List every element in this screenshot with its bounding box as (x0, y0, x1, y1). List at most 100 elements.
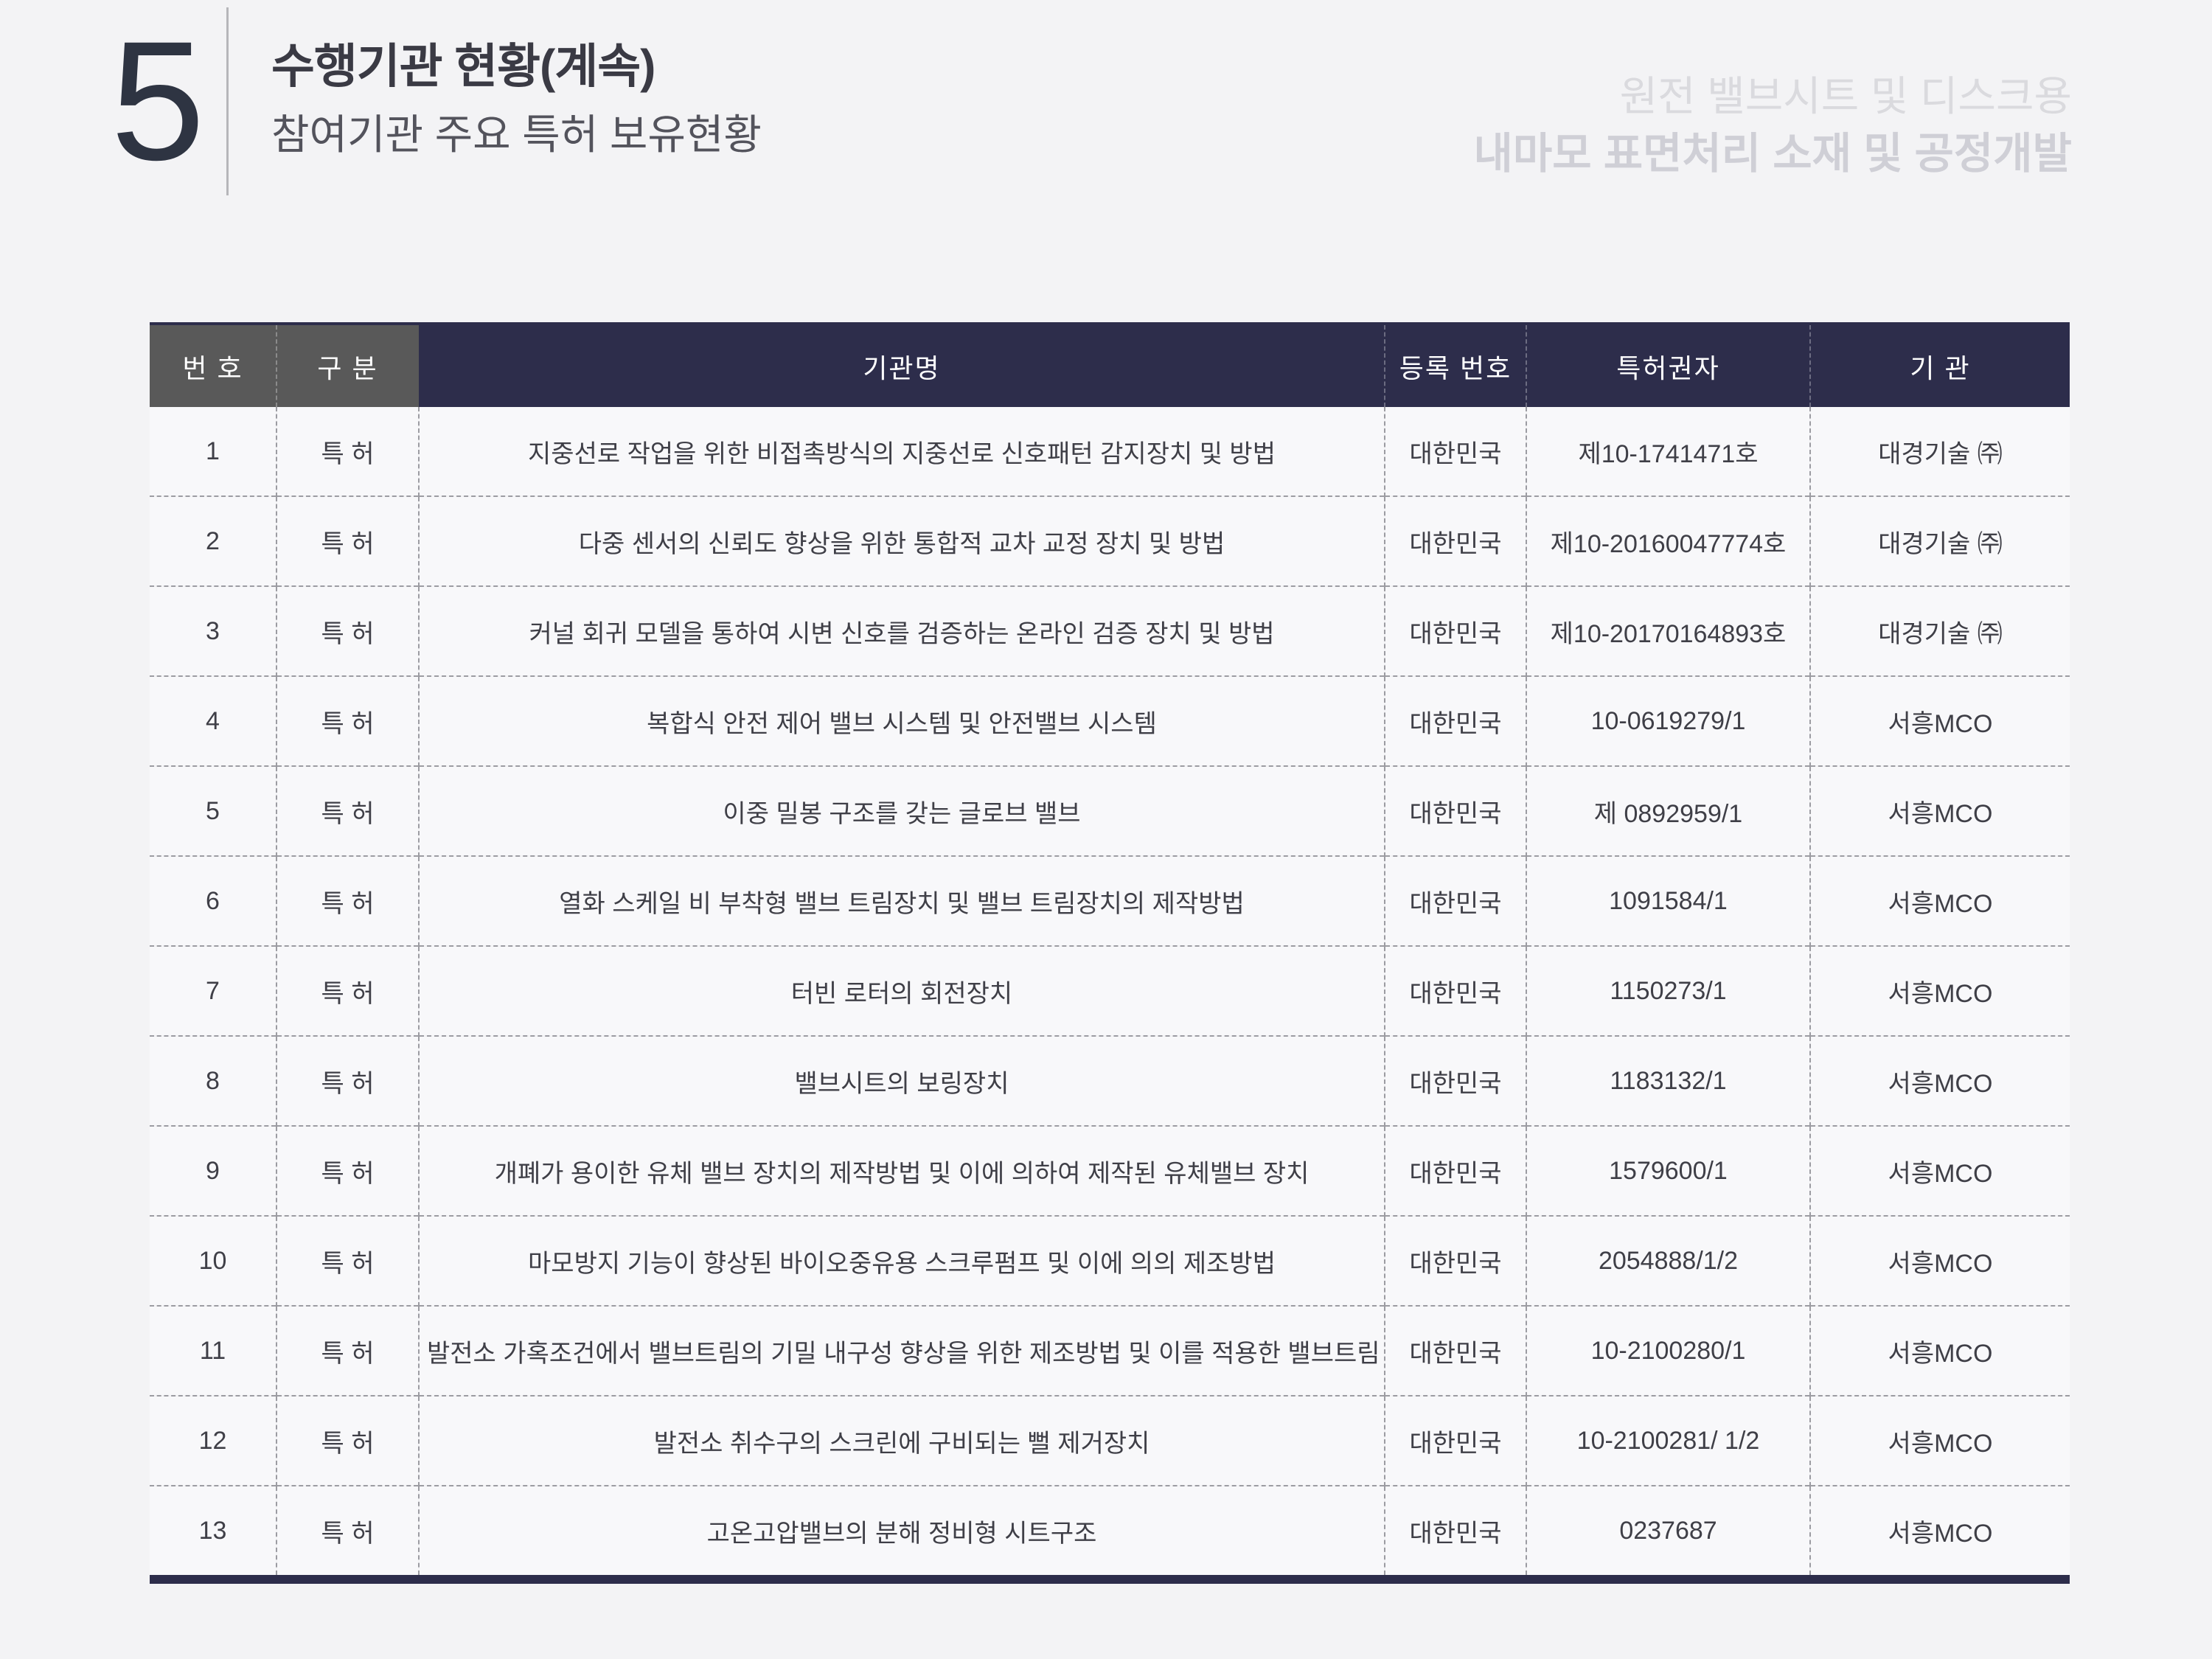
cell-org: 서흥MCO (1809, 1215, 2070, 1306)
cell-org: 대경기술 ㈜ (1809, 407, 2070, 496)
table-row: 10 특 허 마모방지 기능이 향상된 바이오중유용 스크루펌프 및 이에 의의 제… (150, 1215, 2070, 1306)
cell-number: 10-0619279/1 (1526, 675, 1810, 766)
cell-country: 대한민국 (1384, 765, 1526, 856)
col-header-number: 특허권자 (1526, 324, 1810, 407)
cell-category: 특 허 (276, 1395, 419, 1486)
project-watermark: 원전 밸브시트 및 디스크용 내마모 표면처리 소재 및 공정개발 (1474, 72, 2073, 180)
cell-number: 제 0892959/1 (1526, 765, 1810, 856)
col-header-org: 기 관 (1809, 324, 2070, 407)
cell-category: 특 허 (276, 855, 419, 946)
cell-number: 0237687 (1526, 1485, 1810, 1579)
cell-org: 서흥MCO (1809, 945, 2070, 1036)
cell-number: 1150273/1 (1526, 945, 1810, 1036)
cell-org: 대경기술 ㈜ (1809, 585, 2070, 676)
header-divider (226, 7, 229, 195)
cell-org: 서흥MCO (1809, 1485, 2070, 1579)
cell-no: 8 (150, 1035, 276, 1126)
table-header-row: 번 호 구 분 기관명 등록 번호 특허권자 기 관 (150, 324, 2070, 407)
cell-number: 10-2100281/ 1/2 (1526, 1395, 1810, 1486)
cell-no: 1 (150, 407, 276, 496)
cell-country: 대한민국 (1384, 1035, 1526, 1126)
cell-country: 대한민국 (1384, 945, 1526, 1036)
cell-title: 이중 밀봉 구조를 갖는 글로브 밸브 (418, 765, 1385, 856)
cell-country: 대한민국 (1384, 1215, 1526, 1306)
cell-no: 10 (150, 1215, 276, 1306)
cell-category: 특 허 (276, 407, 419, 496)
cell-number: 1091584/1 (1526, 855, 1810, 946)
cell-no: 4 (150, 675, 276, 766)
cell-number: 1579600/1 (1526, 1125, 1810, 1216)
col-header-category: 구 분 (276, 324, 419, 407)
cell-title: 발전소 가혹조건에서 밸브트림의 기밀 내구성 향상을 위한 제조방법 및 이를… (418, 1305, 1385, 1396)
cell-category: 특 허 (276, 585, 419, 676)
cell-no: 11 (150, 1305, 276, 1396)
table-row: 12 특 허 발전소 취수구의 스크린에 구비되는 뻘 제거장치 대한민국 10-210… (150, 1395, 2070, 1486)
title-block: 수행기관 현황(계속) 참여기관 주요 특허 보유현황 (271, 37, 762, 161)
cell-title: 발전소 취수구의 스크린에 구비되는 뻘 제거장치 (418, 1395, 1385, 1486)
cell-org: 서흥MCO (1809, 1125, 2070, 1216)
cell-country: 대한민국 (1384, 1395, 1526, 1486)
cell-category: 특 허 (276, 945, 419, 1036)
cell-number: 제10-20160047774호 (1526, 495, 1810, 586)
cell-org: 대경기술 ㈜ (1809, 495, 2070, 586)
cell-country: 대한민국 (1384, 407, 1526, 496)
cell-no: 6 (150, 855, 276, 946)
cell-category: 특 허 (276, 765, 419, 856)
cell-category: 특 허 (276, 1305, 419, 1396)
cell-country: 대한민국 (1384, 1125, 1526, 1216)
cell-country: 대한민국 (1384, 1305, 1526, 1396)
cell-org: 서흥MCO (1809, 1035, 2070, 1126)
project-watermark-line1: 원전 밸브시트 및 디스크용 (1619, 73, 2072, 119)
cell-title: 지중선로 작업을 위한 비접촉방식의 지중선로 신호패턴 감지장치 및 방법 (418, 407, 1385, 496)
cell-no: 5 (150, 765, 276, 856)
cell-no: 12 (150, 1395, 276, 1486)
cell-title: 마모방지 기능이 향상된 바이오중유용 스크루펌프 및 이에 의의 제조방법 (418, 1215, 1385, 1306)
page-subtitle: 참여기관 주요 특허 보유현황 (271, 111, 762, 158)
cell-title: 고온고압밸브의 분해 정비형 시트구조 (418, 1485, 1385, 1579)
cell-country: 대한민국 (1384, 855, 1526, 946)
cell-number: 제10-20170164893호 (1526, 585, 1810, 676)
project-watermark-line2: 내마모 표면처리 소재 및 공정개발 (1473, 130, 2073, 178)
cell-title: 복합식 안전 제어 밸브 시스템 및 안전밸브 시스템 (418, 675, 1385, 766)
cell-title: 열화 스케일 비 부착형 밸브 트림장치 및 밸브 트림장치의 제작방법 (418, 855, 1385, 946)
cell-title: 밸브시트의 보링장치 (418, 1035, 1385, 1126)
cell-title: 개폐가 용이한 유체 밸브 장치의 제작방법 및 이에 의하여 제작된 유체밸브… (418, 1125, 1385, 1216)
cell-category: 특 허 (276, 1215, 419, 1306)
cell-category: 특 허 (276, 675, 419, 766)
page-title: 수행기관 현황(계속) (271, 40, 655, 93)
col-header-title: 기관명 (419, 324, 1385, 407)
cell-org: 서흥MCO (1809, 675, 2070, 766)
page-number: 5 (111, 6, 205, 195)
cell-org: 서흥MCO (1809, 1395, 2070, 1486)
cell-number: 1183132/1 (1526, 1035, 1810, 1126)
cell-category: 특 허 (276, 1035, 419, 1126)
cell-number: 2054888/1/2 (1526, 1215, 1810, 1306)
cell-no: 9 (150, 1125, 276, 1216)
cell-no: 13 (150, 1485, 276, 1579)
table-row: 13 특 허 고온고압밸브의 분해 정비형 시트구조 대한민국 0237687 서흥MCO (150, 1485, 2070, 1579)
cell-country: 대한민국 (1384, 585, 1526, 676)
cell-org: 서흥MCO (1809, 855, 2070, 946)
col-header-country: 등록 번호 (1384, 324, 1526, 407)
col-header-no: 번 호 (150, 324, 276, 407)
cell-category: 특 허 (276, 1125, 419, 1216)
cell-title: 다중 센서의 신뢰도 향상을 위한 통합적 교차 교정 장치 및 방법 (418, 495, 1385, 586)
cell-number: 10-2100280/1 (1526, 1305, 1810, 1396)
cell-title: 터빈 로터의 회전장치 (418, 945, 1385, 1036)
cell-country: 대한민국 (1384, 495, 1526, 586)
cell-number: 제10-1741471호 (1526, 407, 1810, 496)
cell-category: 특 허 (276, 495, 419, 586)
cell-no: 3 (150, 585, 276, 676)
table-row: 11 특 허 발전소 가혹조건에서 밸브트림의 기밀 내구성 향상을 위한 제조방법… (150, 1305, 2070, 1396)
